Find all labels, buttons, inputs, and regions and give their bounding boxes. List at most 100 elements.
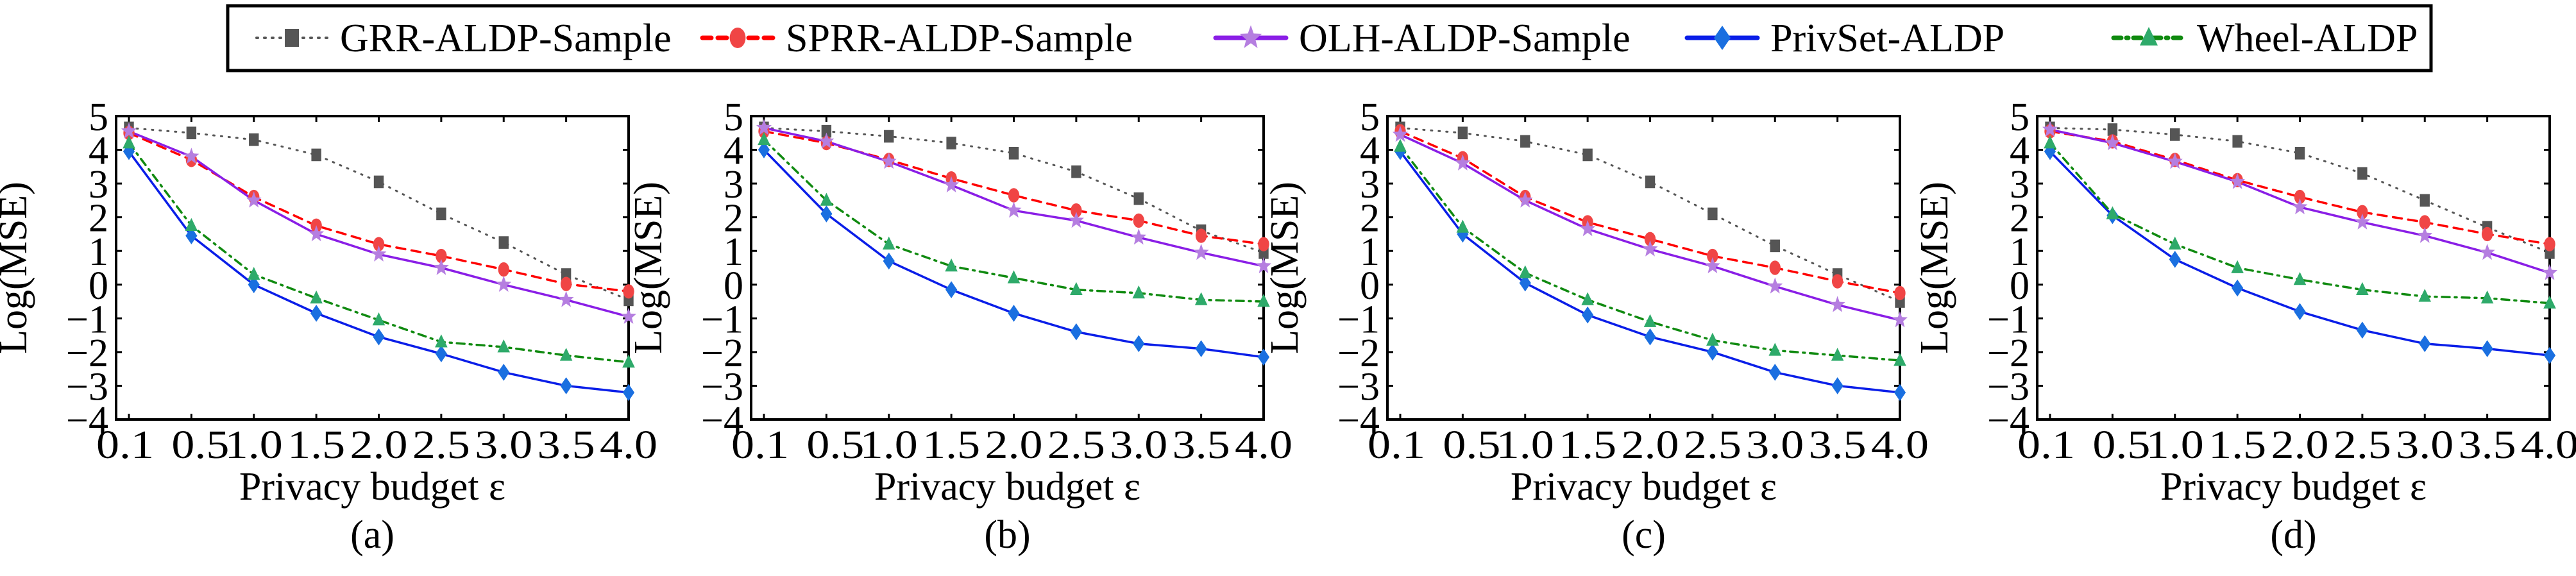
series-markers-olh <box>1393 126 1908 328</box>
data-point-grr <box>821 124 832 138</box>
data-point-wheel <box>497 339 511 353</box>
data-point-sprr <box>1258 237 1269 251</box>
data-point-wheel <box>2106 206 2119 219</box>
data-point-olh <box>1704 257 1720 274</box>
x-tick-label: 2.0 <box>985 423 1043 467</box>
data-point-olh <box>1455 154 1471 171</box>
panel-caption: (d) <box>2270 513 2316 557</box>
y-tick-label: −4 <box>66 399 108 443</box>
data-point-privset <box>1769 364 1781 381</box>
y-tick-label: −1 <box>66 298 108 341</box>
data-point-sprr <box>1133 213 1144 228</box>
legend-label-grr: GRR-ALDP-Sample <box>340 17 672 60</box>
series-line-privset <box>2049 150 2551 357</box>
data-point-privset <box>758 141 770 158</box>
data-point-olh <box>2167 153 2183 169</box>
data-point-privset <box>2294 303 2306 321</box>
y-tick-label: 0 <box>89 264 108 308</box>
series-markers-olh <box>2042 121 2557 280</box>
data-point-privset <box>248 276 260 294</box>
x-tick-label: 1.5 <box>1559 423 1616 467</box>
data-point-privset <box>2481 340 2493 357</box>
data-point-privset <box>435 345 447 362</box>
data-point-grr <box>1520 135 1530 148</box>
series-sprr <box>1399 130 1901 294</box>
x-tick-label: 3.0 <box>1746 423 1804 467</box>
x-tick-label: 3.0 <box>1110 423 1167 467</box>
data-point-olh <box>309 225 325 242</box>
y-tick-label: 4 <box>2010 130 2029 173</box>
y-axis-title: Log(MSE) <box>1263 182 1307 354</box>
series-markers-privset <box>123 142 635 402</box>
data-point-privset <box>945 281 958 298</box>
series-markers-sprr <box>1394 124 1906 301</box>
series-line-olh <box>128 130 630 318</box>
data-point-sprr <box>1894 285 1906 301</box>
x-tick-label: 2.0 <box>1622 423 1679 467</box>
series-line-grr <box>128 126 630 301</box>
data-point-olh <box>2417 226 2433 243</box>
data-point-wheel <box>1257 294 1270 307</box>
y-tick-label: −3 <box>66 365 108 409</box>
series-olh <box>1399 133 1901 321</box>
x-tick-label: 0.5 <box>806 423 864 467</box>
y-tick-label: 4 <box>89 130 108 173</box>
data-point-wheel <box>1132 285 1146 299</box>
data-point-wheel <box>1768 343 1782 356</box>
data-point-privset <box>310 305 323 322</box>
data-point-wheel <box>185 217 198 232</box>
data-point-grr <box>1457 126 1468 140</box>
data-point-sprr <box>623 284 634 299</box>
series-markers-olh <box>121 122 636 324</box>
data-point-grr <box>1707 207 1718 221</box>
data-point-privset <box>123 142 135 160</box>
data-point-grr <box>373 175 384 189</box>
data-point-grr <box>1133 192 1144 205</box>
data-point-olh <box>2479 244 2495 260</box>
data-point-wheel <box>945 258 958 272</box>
series-privset <box>763 148 1265 359</box>
y-tick-label: −1 <box>1337 298 1380 341</box>
y-tick-label: 2 <box>1360 197 1380 241</box>
data-point-olh <box>121 122 137 139</box>
data-point-wheel <box>1706 332 1719 346</box>
data-point-wheel <box>2044 135 2056 149</box>
legend-marker-star-icon <box>1239 25 1262 48</box>
x-tick-label: 1.0 <box>225 423 283 467</box>
data-point-wheel <box>622 354 635 368</box>
y-tick-label: 3 <box>89 163 108 207</box>
x-tick-label: 3.5 <box>1809 423 1867 467</box>
data-point-olh <box>756 119 772 135</box>
data-point-grr <box>1770 239 1780 253</box>
series-markers-grr <box>124 121 634 307</box>
series-markers-sprr <box>123 126 634 299</box>
data-point-sprr <box>560 276 572 291</box>
y-axis-title: Log(MSE) <box>627 182 670 354</box>
data-point-privset <box>1070 323 1082 341</box>
x-axis-title: Privacy budget ε <box>2160 465 2427 509</box>
x-tick-label: 0.5 <box>1443 423 1500 467</box>
y-tick-label: 3 <box>724 163 743 207</box>
data-point-olh <box>2042 121 2058 137</box>
x-tick-label: 1.0 <box>860 423 918 467</box>
data-point-olh <box>2542 264 2557 280</box>
data-point-sprr <box>2357 205 2368 219</box>
x-tick-label: 0.1 <box>731 423 789 467</box>
x-tick-label: 2.0 <box>350 423 408 467</box>
data-point-olh <box>1767 277 1783 294</box>
y-tick-label: 5 <box>2010 96 2029 139</box>
series-markers-wheel <box>2044 135 2556 309</box>
data-point-grr <box>1008 147 1019 160</box>
data-point-olh <box>496 275 512 292</box>
y-tick-label: 0 <box>2010 264 2029 308</box>
x-tick-label: 2.5 <box>412 423 470 467</box>
y-axis-title: Log(MSE) <box>1913 182 1956 354</box>
legend-box <box>226 4 2433 72</box>
data-point-olh <box>1517 191 1533 208</box>
data-point-grr <box>186 126 197 140</box>
x-tick-label: 0.1 <box>1368 423 1425 467</box>
data-point-olh <box>246 191 262 208</box>
x-tick-label: 3.0 <box>2396 423 2453 467</box>
data-point-grr <box>1645 175 1656 189</box>
